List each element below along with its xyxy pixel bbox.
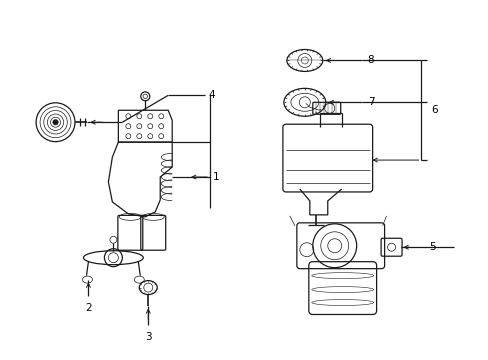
Text: 6: 6 [430, 105, 437, 115]
Text: 2: 2 [85, 302, 92, 312]
Text: 8: 8 [367, 55, 373, 66]
Text: 4: 4 [208, 90, 214, 100]
Text: 5: 5 [428, 242, 435, 252]
Text: 3: 3 [144, 332, 151, 342]
Text: 7: 7 [367, 97, 373, 107]
Text: 1: 1 [213, 172, 219, 182]
Circle shape [53, 120, 58, 125]
